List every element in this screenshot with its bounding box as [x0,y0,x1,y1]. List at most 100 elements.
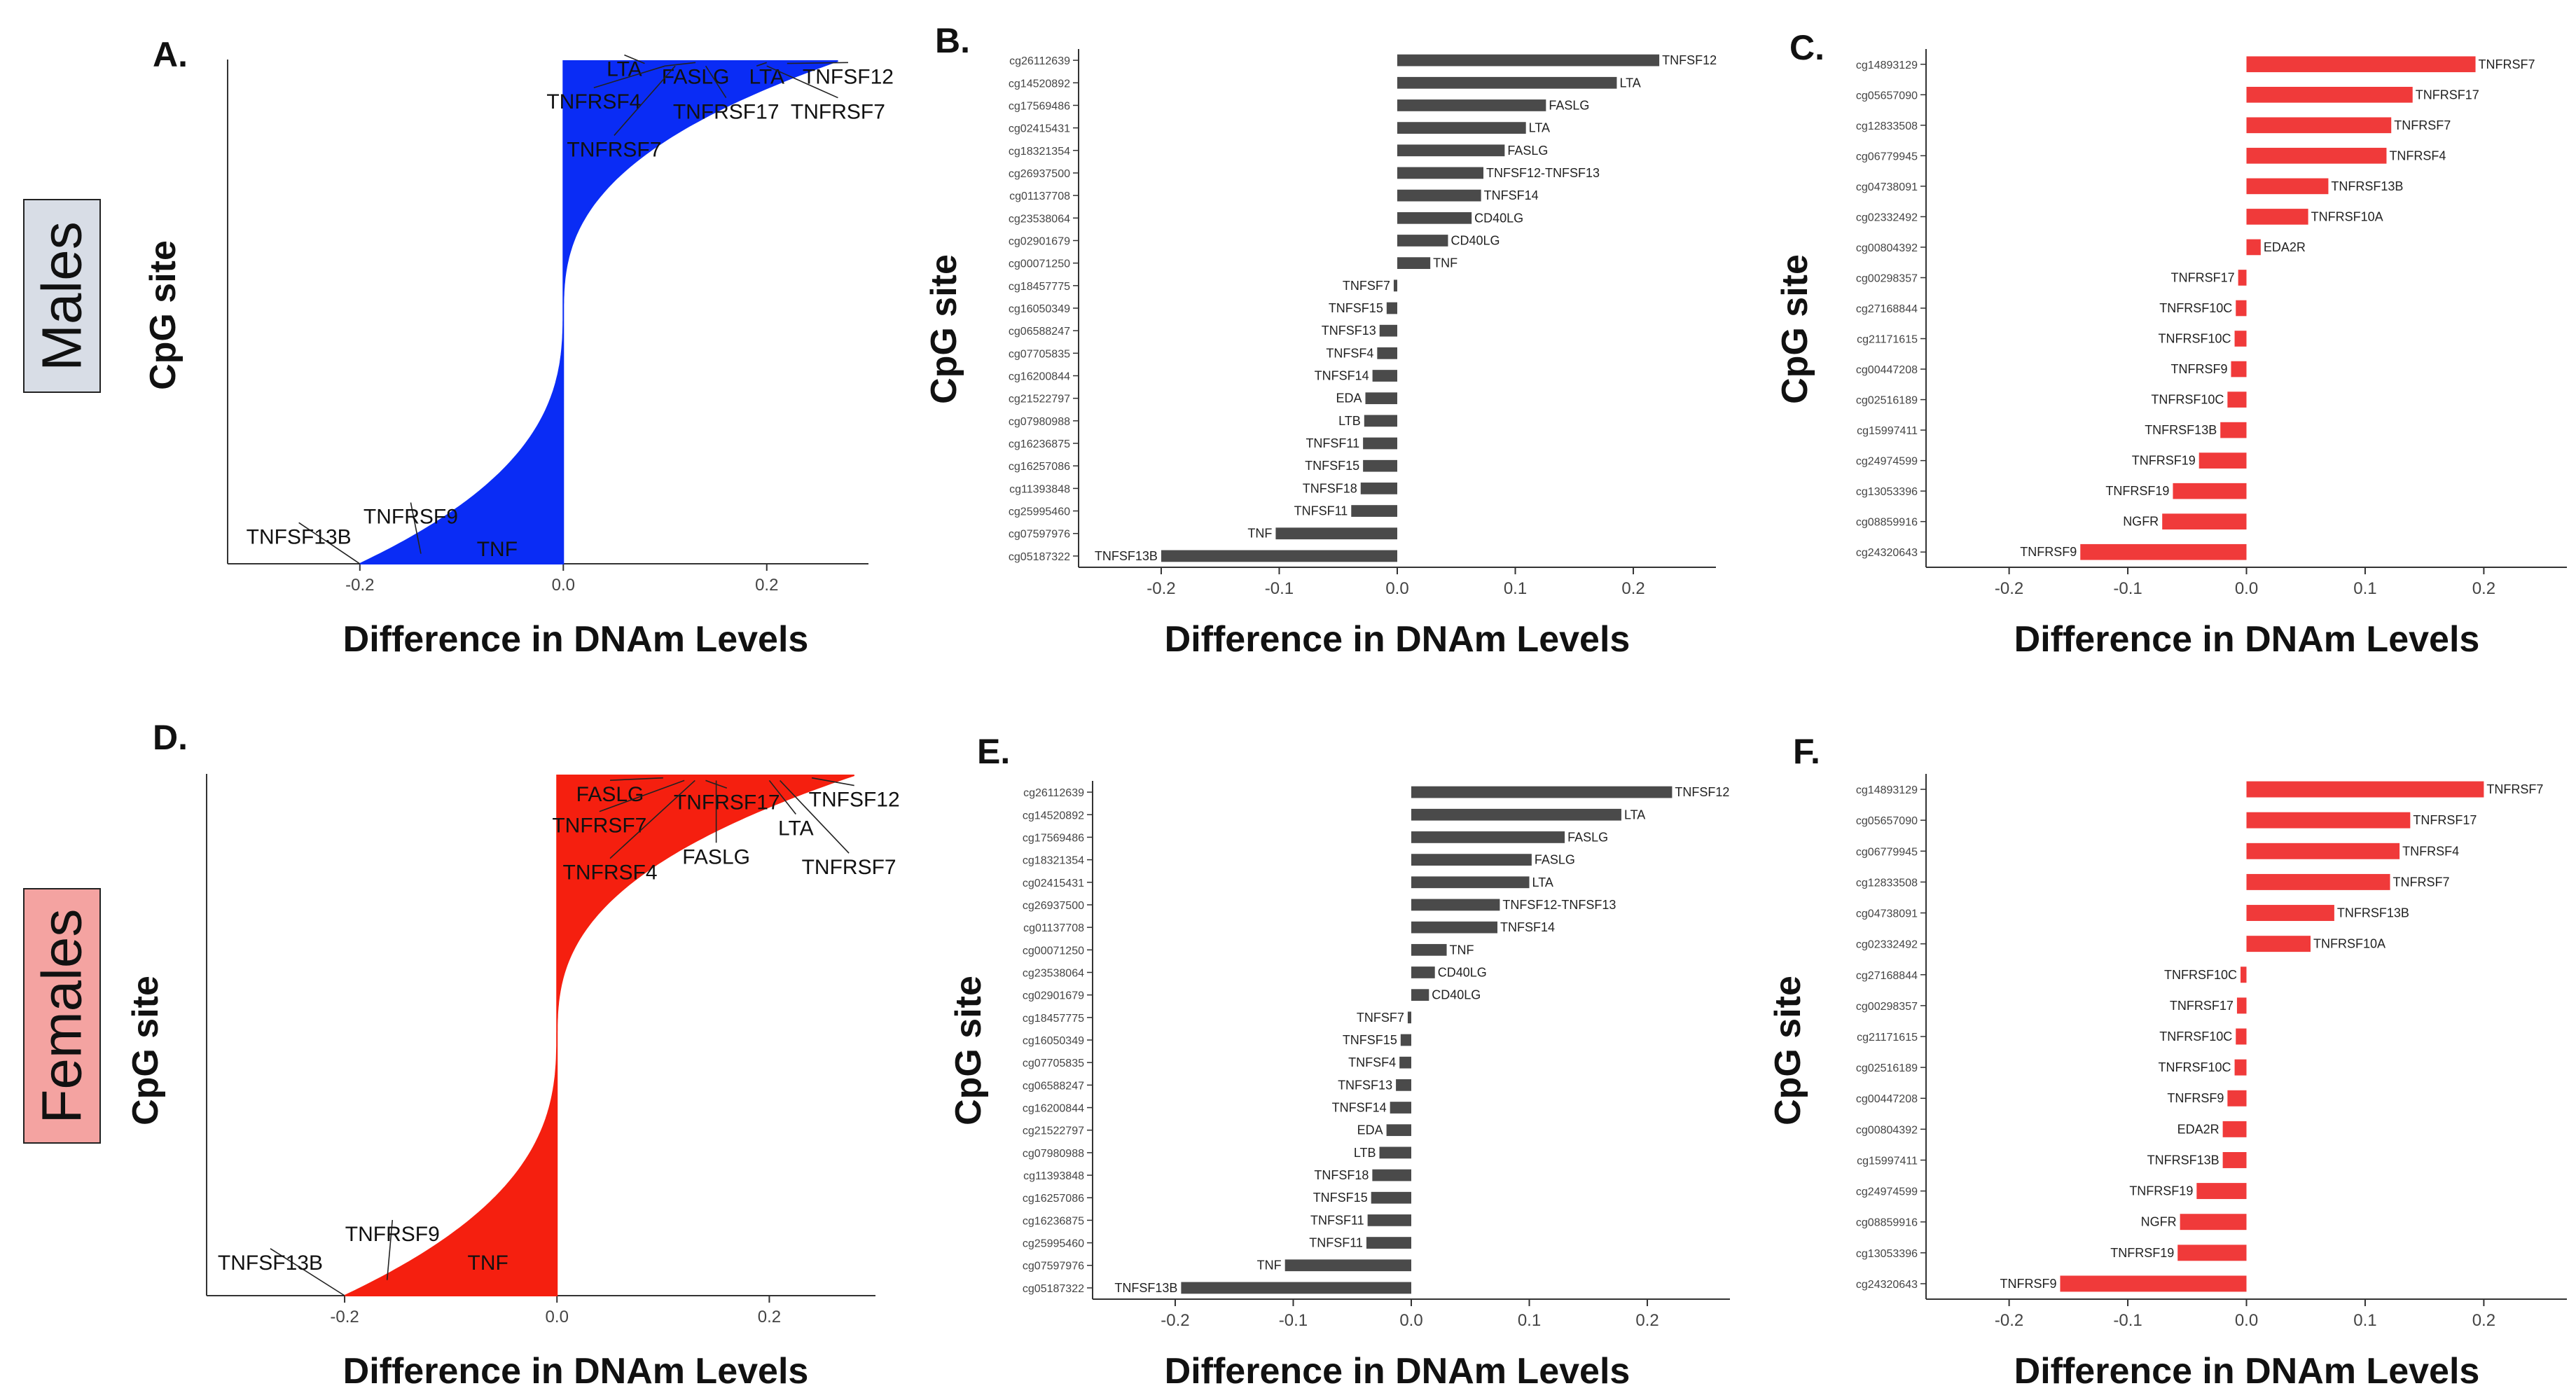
gene-label: EDA [1336,391,1362,406]
cpg-tick-label: cg21522797 [1009,394,1070,406]
y-axis-title: CpG site [143,240,183,390]
annotation-leader-line [270,1248,345,1296]
gene-label: TNFSF7 [1343,279,1390,293]
gene-label: TNFRSF10A [2311,209,2383,223]
cpg-tick-label: cg14520892 [1023,810,1084,822]
bar [1397,76,1617,89]
gene-annotation: TNFRSF9 [345,1223,440,1246]
annotation-leader-line [665,62,696,67]
bar [1367,1214,1411,1226]
cpg-tick-label: cg16200844 [1009,371,1070,383]
gene-label: TNFSF15 [1313,1191,1368,1205]
cpg-tick-label: cg05187322 [1009,551,1070,563]
gene-annotation: LTA [778,817,814,840]
gene-label: LTA [1619,76,1640,90]
gene-annotation: TNFRSF7 [567,138,661,161]
gene-annotation: TNFSF12 [809,789,900,812]
cpg-tick-label: cg24320643 [1856,547,1918,559]
cpg-tick-label: cg02415431 [1009,123,1070,135]
x-tick-label: 0.0 [546,1308,569,1326]
gene-label: TNFSF11 [1309,1236,1363,1250]
x-tick-label: 0.2 [2472,1311,2495,1330]
bar [1411,989,1429,1002]
gene-label: TNFRSF10C [2159,332,2231,346]
bar [2246,117,2392,134]
gene-label: TNFSF4 [1326,346,1373,360]
bar [1372,1169,1411,1181]
bar [1363,437,1397,450]
bar [1411,786,1673,798]
gene-label: TNFRSF4 [2389,148,2446,162]
gene-label: TNFSF13B [1095,549,1158,563]
bar [2080,543,2247,560]
gene-label: CD40LG [1432,988,1481,1002]
x-tick-label: -0.2 [1161,1311,1189,1330]
cpg-tick-label: cg18457775 [1009,281,1070,293]
panel-label: D. [153,718,188,757]
bar [1364,415,1397,427]
cpg-tick-label: cg11393848 [1023,1170,1084,1182]
x-tick-label: 0.1 [2353,579,2376,598]
cpg-tick-label: cg23538064 [1009,213,1070,225]
annotation-leader-line [386,1219,394,1280]
x-tick-label: 0.0 [1385,579,1408,598]
gene-label: NGFR [2141,1215,2177,1229]
bar [2246,148,2387,164]
cpg-tick-label: cg24320643 [1856,1279,1918,1291]
cpg-tick-label: cg15997411 [1857,425,1918,437]
cpg-tick-label: cg16257086 [1009,461,1070,473]
gene-annotation: FASLG [682,845,750,868]
gene-label: CD40LG [1450,233,1500,247]
gene-label: TNFSF13 [1338,1078,1392,1092]
cpg-tick-label: cg00298357 [1856,1001,1918,1013]
cpg-tick-label: cg07705835 [1023,1058,1084,1069]
cpg-tick-label: cg00071250 [1009,258,1070,270]
bar [2173,483,2247,499]
bar [2222,1152,2247,1168]
x-tick-label: 0.2 [1621,579,1644,598]
cpg-tick-label: cg05187322 [1023,1283,1084,1295]
y-axis-title: CpG site [924,254,964,404]
cpg-tick-label: cg26937500 [1023,900,1084,912]
bar [2180,1214,2247,1231]
bar [1379,324,1397,337]
cpg-tick-label: cg16050349 [1023,1035,1084,1047]
bar [1411,899,1500,911]
x-tick-label: -0.1 [1279,1311,1308,1330]
bar [1407,1011,1411,1024]
annotation-leader-line [599,779,685,812]
cpg-tick-label: cg15997411 [1857,1155,1918,1167]
bar [2196,1183,2247,1200]
gene-label: TNFRSF19 [2132,454,2196,468]
gene-annotation: TNFRSF7 [802,856,896,879]
x-tick-label: 0.2 [755,576,778,595]
gene-label: EDA2R [2264,240,2306,254]
x-tick-label: 0.0 [2235,1311,2258,1330]
annotation-leader-line [766,65,838,99]
x-tick-label: 0.2 [1635,1311,1659,1330]
gene-annotation: FASLG [576,783,644,806]
bar [2246,781,2484,798]
bar [1386,302,1397,314]
cpg-tick-label: cg08859916 [1856,1217,1918,1229]
bar [1372,370,1397,382]
bar [1275,527,1397,540]
annotation-leader-line [614,65,676,136]
cpg-tick-label: cg26112639 [1009,55,1070,67]
bar [2246,209,2308,225]
cpg-tick-label: cg07597976 [1023,1261,1084,1273]
bar [1397,257,1431,270]
cpg-tick-label: cg23538064 [1023,967,1084,979]
x-axis-title: Difference in DNAm Levels [1165,619,1630,660]
bar [2246,843,2400,859]
gene-annotation: TNFRSF17 [674,791,780,814]
gene-annotation: TNFSF13B [218,1252,323,1275]
cpg-tick-label: cg26112639 [1023,787,1084,799]
gene-label: TNFSF18 [1303,481,1357,495]
x-tick-label: 0.2 [758,1308,781,1326]
gene-label: TNFRSF7 [2393,875,2450,889]
cpg-tick-label: cg02516189 [1856,1062,1918,1074]
gene-label: TNFSF11 [1310,1213,1364,1227]
bar [1411,921,1498,934]
